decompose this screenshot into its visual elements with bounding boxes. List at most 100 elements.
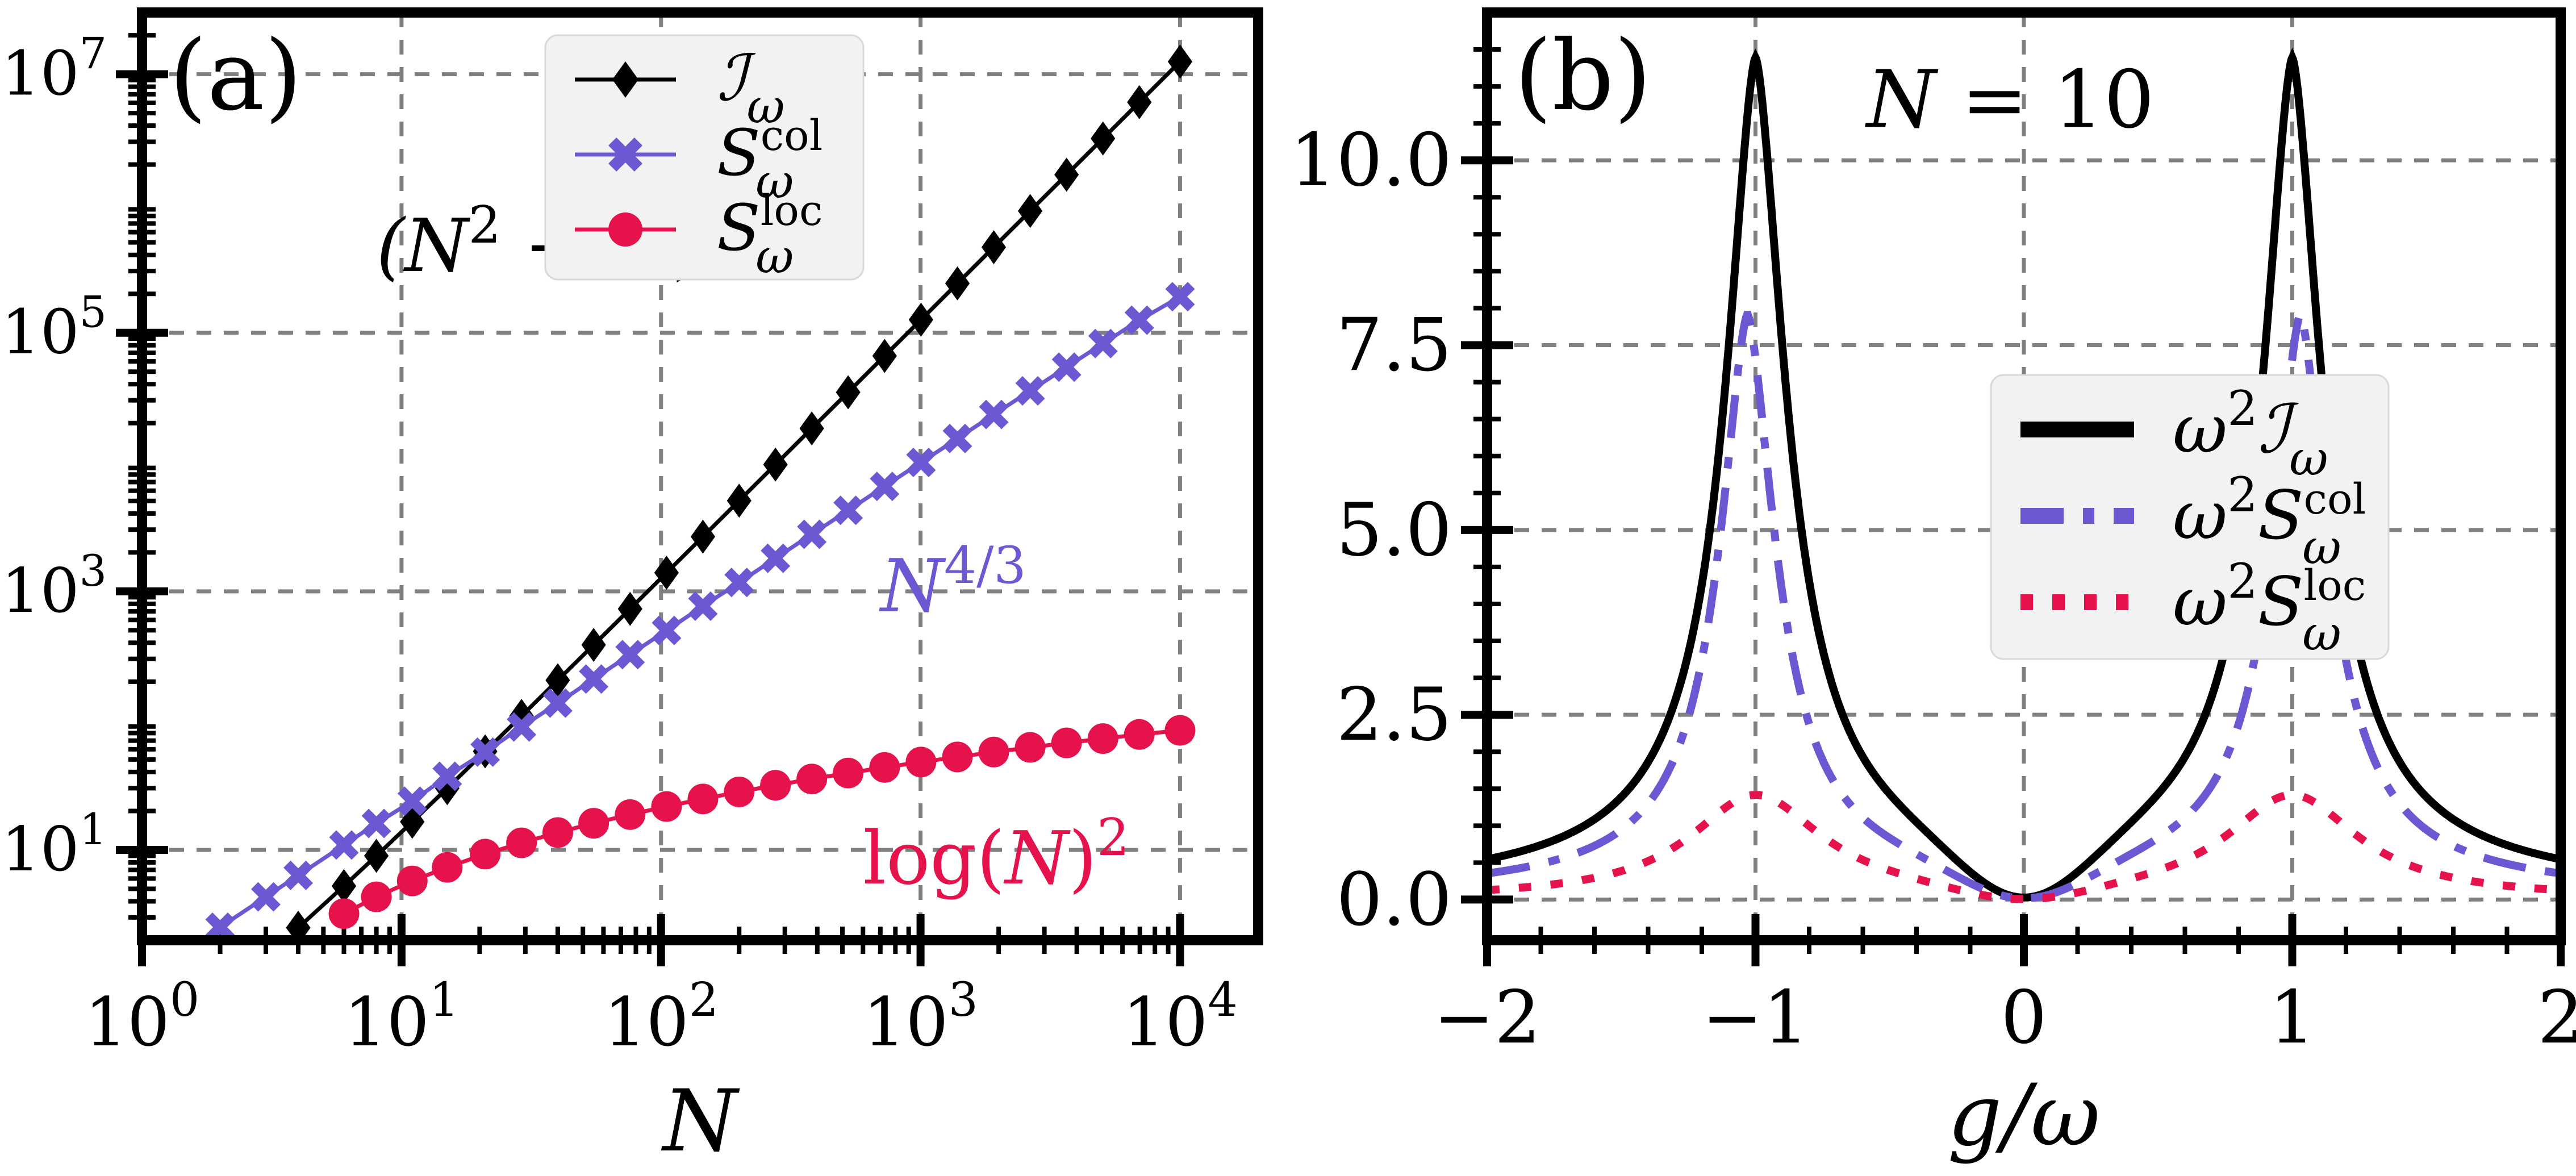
series-omega2_S_omega_col <box>1487 311 2562 903</box>
panel-tag-a: (a) <box>169 20 302 132</box>
marker-circle <box>687 783 719 815</box>
x-tick-label: 102 <box>604 973 719 1061</box>
marker-circle <box>506 827 537 858</box>
marker-x <box>797 519 827 549</box>
marker-x <box>432 761 462 791</box>
y-tick-label: 105 <box>1 287 107 368</box>
marker-x <box>906 447 936 477</box>
marker-diamond <box>654 556 679 590</box>
annotation-logn2: log(N)2 <box>863 808 1129 901</box>
marker-x <box>688 591 718 622</box>
marker-diamond <box>727 483 751 518</box>
marker-x <box>205 912 235 943</box>
marker-circle <box>396 865 428 896</box>
marker-circle <box>869 752 900 783</box>
marker-x <box>615 640 645 670</box>
marker-circle <box>615 799 646 830</box>
marker-circle <box>651 791 682 822</box>
marker-diamond <box>908 302 933 337</box>
marker-x <box>761 543 791 573</box>
marker-circle <box>578 808 609 839</box>
annotation-n43: N4/3 <box>879 536 1026 629</box>
marker-diamond <box>763 447 788 482</box>
marker-diamond <box>331 869 357 903</box>
marker-diamond <box>836 375 861 410</box>
legend-marker-diamond <box>612 61 639 98</box>
axes-frame-b: −2 −1 0 1 2 0.0 2.5 5.0 7.5 10.0 <box>1290 7 2576 1060</box>
marker-circle <box>978 736 1009 768</box>
marker-x <box>1165 282 1195 312</box>
series-S_omega_col <box>205 282 1195 943</box>
marker-circle <box>724 776 755 807</box>
y-tick-label: 101 <box>1 804 107 885</box>
marker-x <box>579 664 609 694</box>
marker-diamond <box>1091 121 1116 156</box>
marker-x <box>724 568 754 598</box>
marker-x <box>979 399 1009 429</box>
marker-circle <box>432 852 463 883</box>
marker-x <box>1015 376 1045 406</box>
marker-x <box>250 882 281 912</box>
y-tick-label: 103 <box>1 545 107 627</box>
y-tick-label: 2.5 <box>1336 673 1452 757</box>
marker-diamond <box>545 663 570 698</box>
x-tick-label: 103 <box>863 973 978 1061</box>
marker-circle <box>760 770 791 801</box>
x-axis-label-a: N <box>661 1072 740 1171</box>
x-tick-label: 104 <box>1122 973 1237 1061</box>
marker-circle <box>1014 732 1046 763</box>
axes-box <box>137 7 1263 945</box>
y-tick-label: 107 <box>1 28 107 110</box>
marker-x <box>542 688 573 718</box>
marker-circle <box>796 764 828 795</box>
marker-diamond <box>690 519 716 554</box>
y-tick-label: 10.0 <box>1290 118 1452 203</box>
series-I_omega <box>286 44 1193 945</box>
marker-diamond <box>872 339 897 373</box>
panel-b: −2 −1 0 1 2 0.0 2.5 5.0 7.5 10.0 (b) N = 10 g/ω ω2ℐω ω… <box>1278 0 2576 1176</box>
marker-circle <box>470 839 501 870</box>
marker-diamond <box>1167 44 1193 79</box>
annotation-n-value: N = 10 <box>1865 54 2155 147</box>
marker-x <box>833 495 863 526</box>
legend-marker-x <box>608 137 642 172</box>
marker-diamond <box>799 411 824 446</box>
panel-b-canvas: −2 −1 0 1 2 0.0 2.5 5.0 7.5 10.0 (b) N = 10 g/ω ω2ℐωω… <box>1290 7 2576 1165</box>
marker-circle <box>942 741 973 773</box>
x-tick-label: 100 <box>85 973 199 1061</box>
marker-circle <box>833 757 864 789</box>
marker-circle <box>1087 723 1118 754</box>
series-S_omega_loc <box>328 715 1196 929</box>
x-tick-label: 0 <box>2001 975 2047 1060</box>
legend-background <box>1990 374 2390 660</box>
marker-diamond <box>981 230 1007 265</box>
marker-x <box>361 808 391 839</box>
marker-circle <box>361 881 392 912</box>
x-tick-label: 2 <box>2537 975 2576 1060</box>
marker-x <box>507 712 537 742</box>
marker-circle <box>1124 719 1155 750</box>
marker-x <box>329 830 359 860</box>
marker-diamond <box>1054 157 1079 192</box>
marker-circle <box>1051 727 1082 758</box>
x-tick-label: −2 <box>1434 975 1541 1060</box>
panel-tag-b: (b) <box>1514 20 1651 132</box>
x-axis-label-b: g/ω <box>1948 1066 2101 1165</box>
marker-diamond <box>617 591 642 626</box>
marker-x <box>652 615 682 645</box>
marker-circle <box>905 747 937 778</box>
y-tick-label: 0.0 <box>1336 857 1452 942</box>
x-tick-label: −1 <box>1702 975 1809 1060</box>
marker-x <box>942 423 972 453</box>
marker-diamond <box>1017 194 1043 228</box>
marker-x <box>397 786 427 816</box>
marker-x <box>1051 352 1082 382</box>
marker-x <box>283 860 314 890</box>
series-omega2_I_omega <box>1483 48 2565 902</box>
marker-x <box>1088 328 1118 358</box>
marker-diamond <box>1127 85 1152 119</box>
